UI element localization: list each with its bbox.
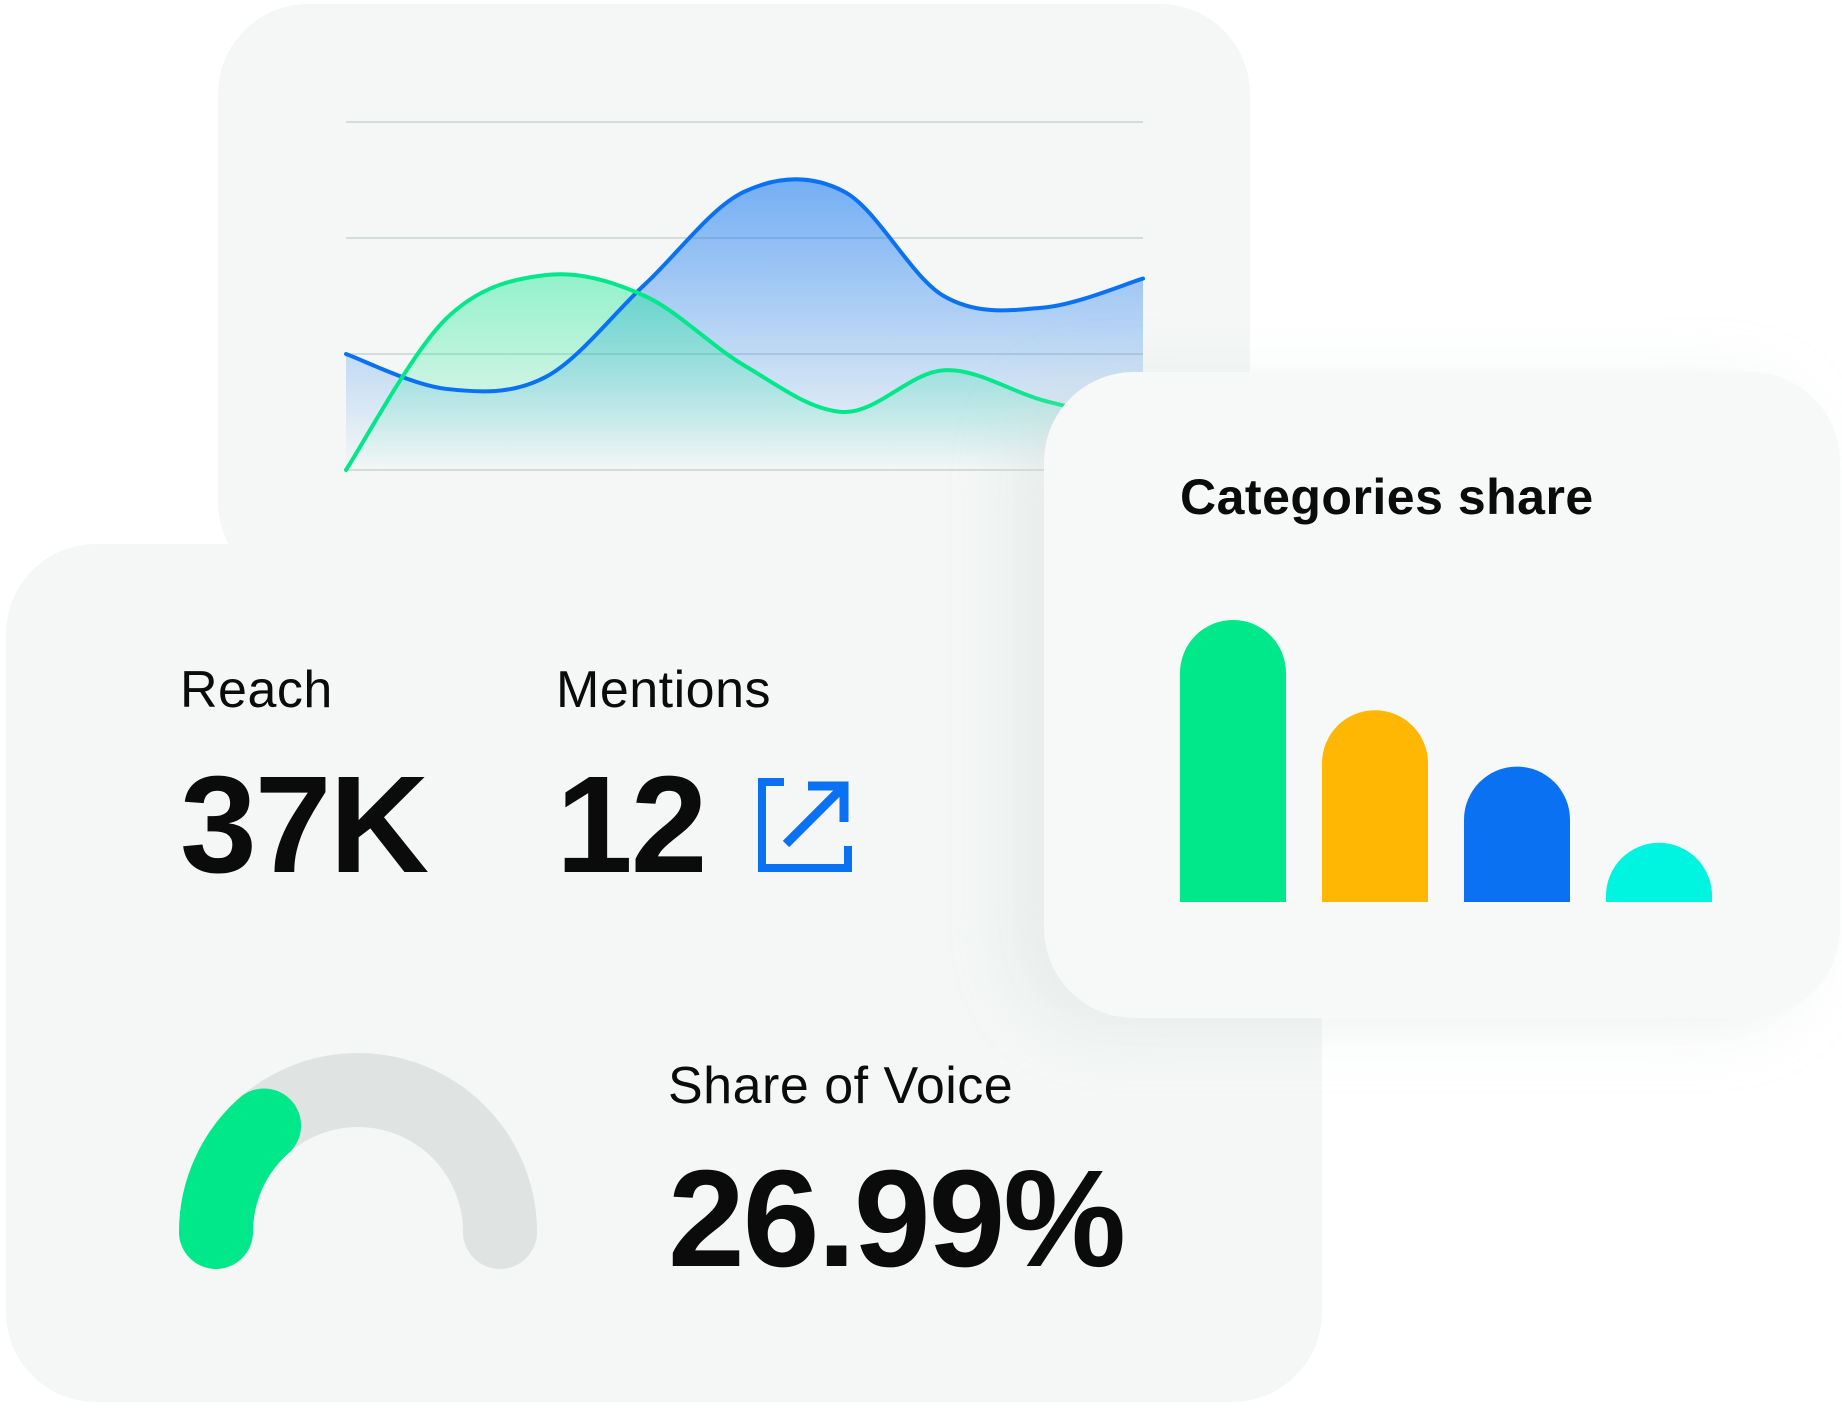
gauge-fill [179, 1088, 302, 1269]
category-bar [1464, 766, 1570, 902]
trend-chart-card [218, 4, 1250, 592]
series-line [344, 177, 1145, 394]
categories-share-card [1044, 372, 1840, 1018]
mentions-value: 12 [556, 748, 707, 902]
share-of-voice-gauge [179, 1053, 537, 1269]
reach-label: Reach [180, 661, 333, 719]
categories-share-title: Categories share [1180, 469, 1594, 525]
categories-bar-chart [1180, 620, 1712, 902]
category-bar [1322, 710, 1428, 902]
category-bar [1180, 620, 1286, 902]
series-line [344, 272, 1145, 472]
reach-value: 37K [180, 748, 429, 902]
share-of-voice-value: 26.99% [668, 1142, 1126, 1296]
trend-line-chart [344, 121, 1145, 472]
mentions-label: Mentions [556, 661, 771, 719]
category-bar [1606, 842, 1712, 902]
share-of-voice-label: Share of Voice [668, 1057, 1014, 1115]
series-area [346, 274, 1143, 470]
external-link-icon[interactable] [758, 778, 852, 872]
